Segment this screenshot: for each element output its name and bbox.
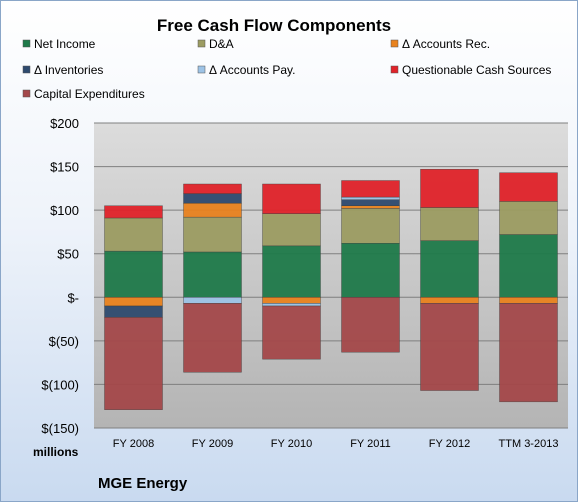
x-tick-label: FY 2008: [113, 438, 154, 450]
bar-d-a-fy-2010: [262, 213, 321, 247]
bar-delta-accounts-pay-fy-2010: [262, 303, 321, 307]
legend-swatch-delta-inventories: [22, 65, 31, 74]
bar-capital-expenditures-fy-2012: [420, 303, 479, 391]
bar-questionable-cash-sources-fy-2012: [420, 168, 479, 208]
bar-capital-expenditures-fy-2011: [341, 297, 400, 353]
bar-capital-expenditures-fy-2009: [183, 303, 242, 373]
legend-label-net-income: Net Income: [34, 37, 96, 51]
bar-d-a-fy-2012: [420, 207, 479, 241]
bar-d-a-fy-2009: [183, 216, 242, 253]
x-tick-label: FY 2009: [192, 438, 233, 450]
chart-title: Free Cash Flow Components: [157, 16, 391, 35]
bars: [104, 168, 558, 410]
units-label: millions: [33, 445, 79, 459]
bar-net-income-fy-2009: [183, 251, 242, 298]
bar-questionable-cash-sources-fy-2009: [183, 183, 242, 194]
legend: Net Income D&A Δ Accounts Rec. Δ Inventorie…: [22, 37, 551, 101]
bar-delta-accounts-rec-ttm-3-2013: [499, 297, 558, 304]
y-tick-label: $-: [67, 290, 79, 305]
legend-label-delta-inventories: Δ Inventories: [34, 63, 103, 77]
y-tick-label: $100: [50, 203, 79, 218]
y-tick-label: $200: [50, 116, 79, 131]
bar-net-income-ttm-3-2013: [499, 234, 558, 298]
y-tick-label: $(100): [41, 377, 79, 392]
plot-area: [94, 123, 568, 428]
bar-net-income-fy-2008: [104, 250, 163, 298]
y-tick-label: $(50): [49, 334, 79, 349]
bar-capital-expenditures-ttm-3-2013: [499, 303, 558, 403]
x-tick-label: TTM 3-2013: [499, 438, 559, 450]
legend-swatch-questionable-cash-sources: [390, 65, 399, 74]
bar-delta-inventories-fy-2011: [341, 199, 400, 206]
bar-delta-inventories-fy-2008: [104, 305, 163, 318]
bar-questionable-cash-sources-ttm-3-2013: [499, 172, 558, 202]
legend-swatch-delta-accounts-pay: [197, 65, 206, 74]
bar-d-a-fy-2011: [341, 208, 400, 244]
y-axis: $200 $150 $100 $50 $- $(50) $(100) $(150): [41, 116, 79, 436]
legend-label-delta-accounts-rec: Δ Accounts Rec.: [402, 37, 490, 51]
legend-swatch-net-income: [22, 39, 31, 48]
x-axis: FY 2008 FY 2009 FY 2010 FY 2011 FY 2012 TTM 3…: [113, 438, 559, 450]
legend-label-d-a: D&A: [209, 37, 234, 51]
bar-net-income-fy-2011: [341, 243, 400, 298]
x-tick-label: FY 2011: [350, 438, 391, 450]
bar-delta-accounts-rec-fy-2012: [420, 297, 479, 304]
company-name: MGE Energy: [98, 475, 188, 492]
legend-label-questionable-cash-sources: Questionable Cash Sources: [402, 63, 551, 77]
bar-delta-accounts-pay-fy-2011: [341, 196, 400, 200]
bar-delta-accounts-rec-fy-2009: [183, 202, 242, 218]
bar-net-income-fy-2012: [420, 240, 479, 298]
y-tick-label: $50: [57, 247, 79, 262]
bar-delta-accounts-rec-fy-2010: [262, 297, 321, 304]
legend-label-capital-expenditures: Capital Expenditures: [34, 87, 145, 101]
x-tick-label: FY 2012: [429, 438, 470, 450]
legend-label-delta-accounts-pay: Δ Accounts Pay.: [209, 63, 296, 77]
bar-questionable-cash-sources-fy-2010: [262, 183, 321, 214]
bar-capital-expenditures-fy-2008: [104, 317, 163, 410]
bar-questionable-cash-sources-fy-2008: [104, 205, 163, 219]
bar-net-income-fy-2010: [262, 245, 321, 298]
y-tick-label: $150: [50, 160, 79, 175]
gridlines: [94, 122, 568, 429]
bar-d-a-fy-2008: [104, 217, 163, 252]
bar-questionable-cash-sources-fy-2011: [341, 180, 400, 198]
legend-swatch-delta-accounts-rec: [390, 39, 399, 48]
bar-delta-accounts-rec-fy-2011: [341, 205, 400, 209]
bar-delta-accounts-pay-fy-2009: [183, 297, 242, 304]
x-tick-label: FY 2010: [271, 438, 312, 450]
bar-delta-inventories-fy-2009: [183, 193, 242, 204]
legend-swatch-d-a: [197, 39, 206, 48]
bar-d-a-ttm-3-2013: [499, 201, 558, 235]
bar-delta-accounts-rec-fy-2008: [104, 297, 163, 307]
bar-capital-expenditures-fy-2010: [262, 305, 321, 360]
y-tick-label: $(150): [41, 421, 79, 436]
legend-swatch-capital-expenditures: [22, 89, 31, 98]
